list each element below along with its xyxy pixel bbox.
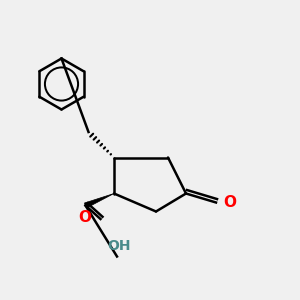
Polygon shape: [85, 194, 114, 208]
Text: OH: OH: [107, 239, 130, 254]
Text: O: O: [79, 210, 92, 225]
Text: O: O: [224, 195, 236, 210]
